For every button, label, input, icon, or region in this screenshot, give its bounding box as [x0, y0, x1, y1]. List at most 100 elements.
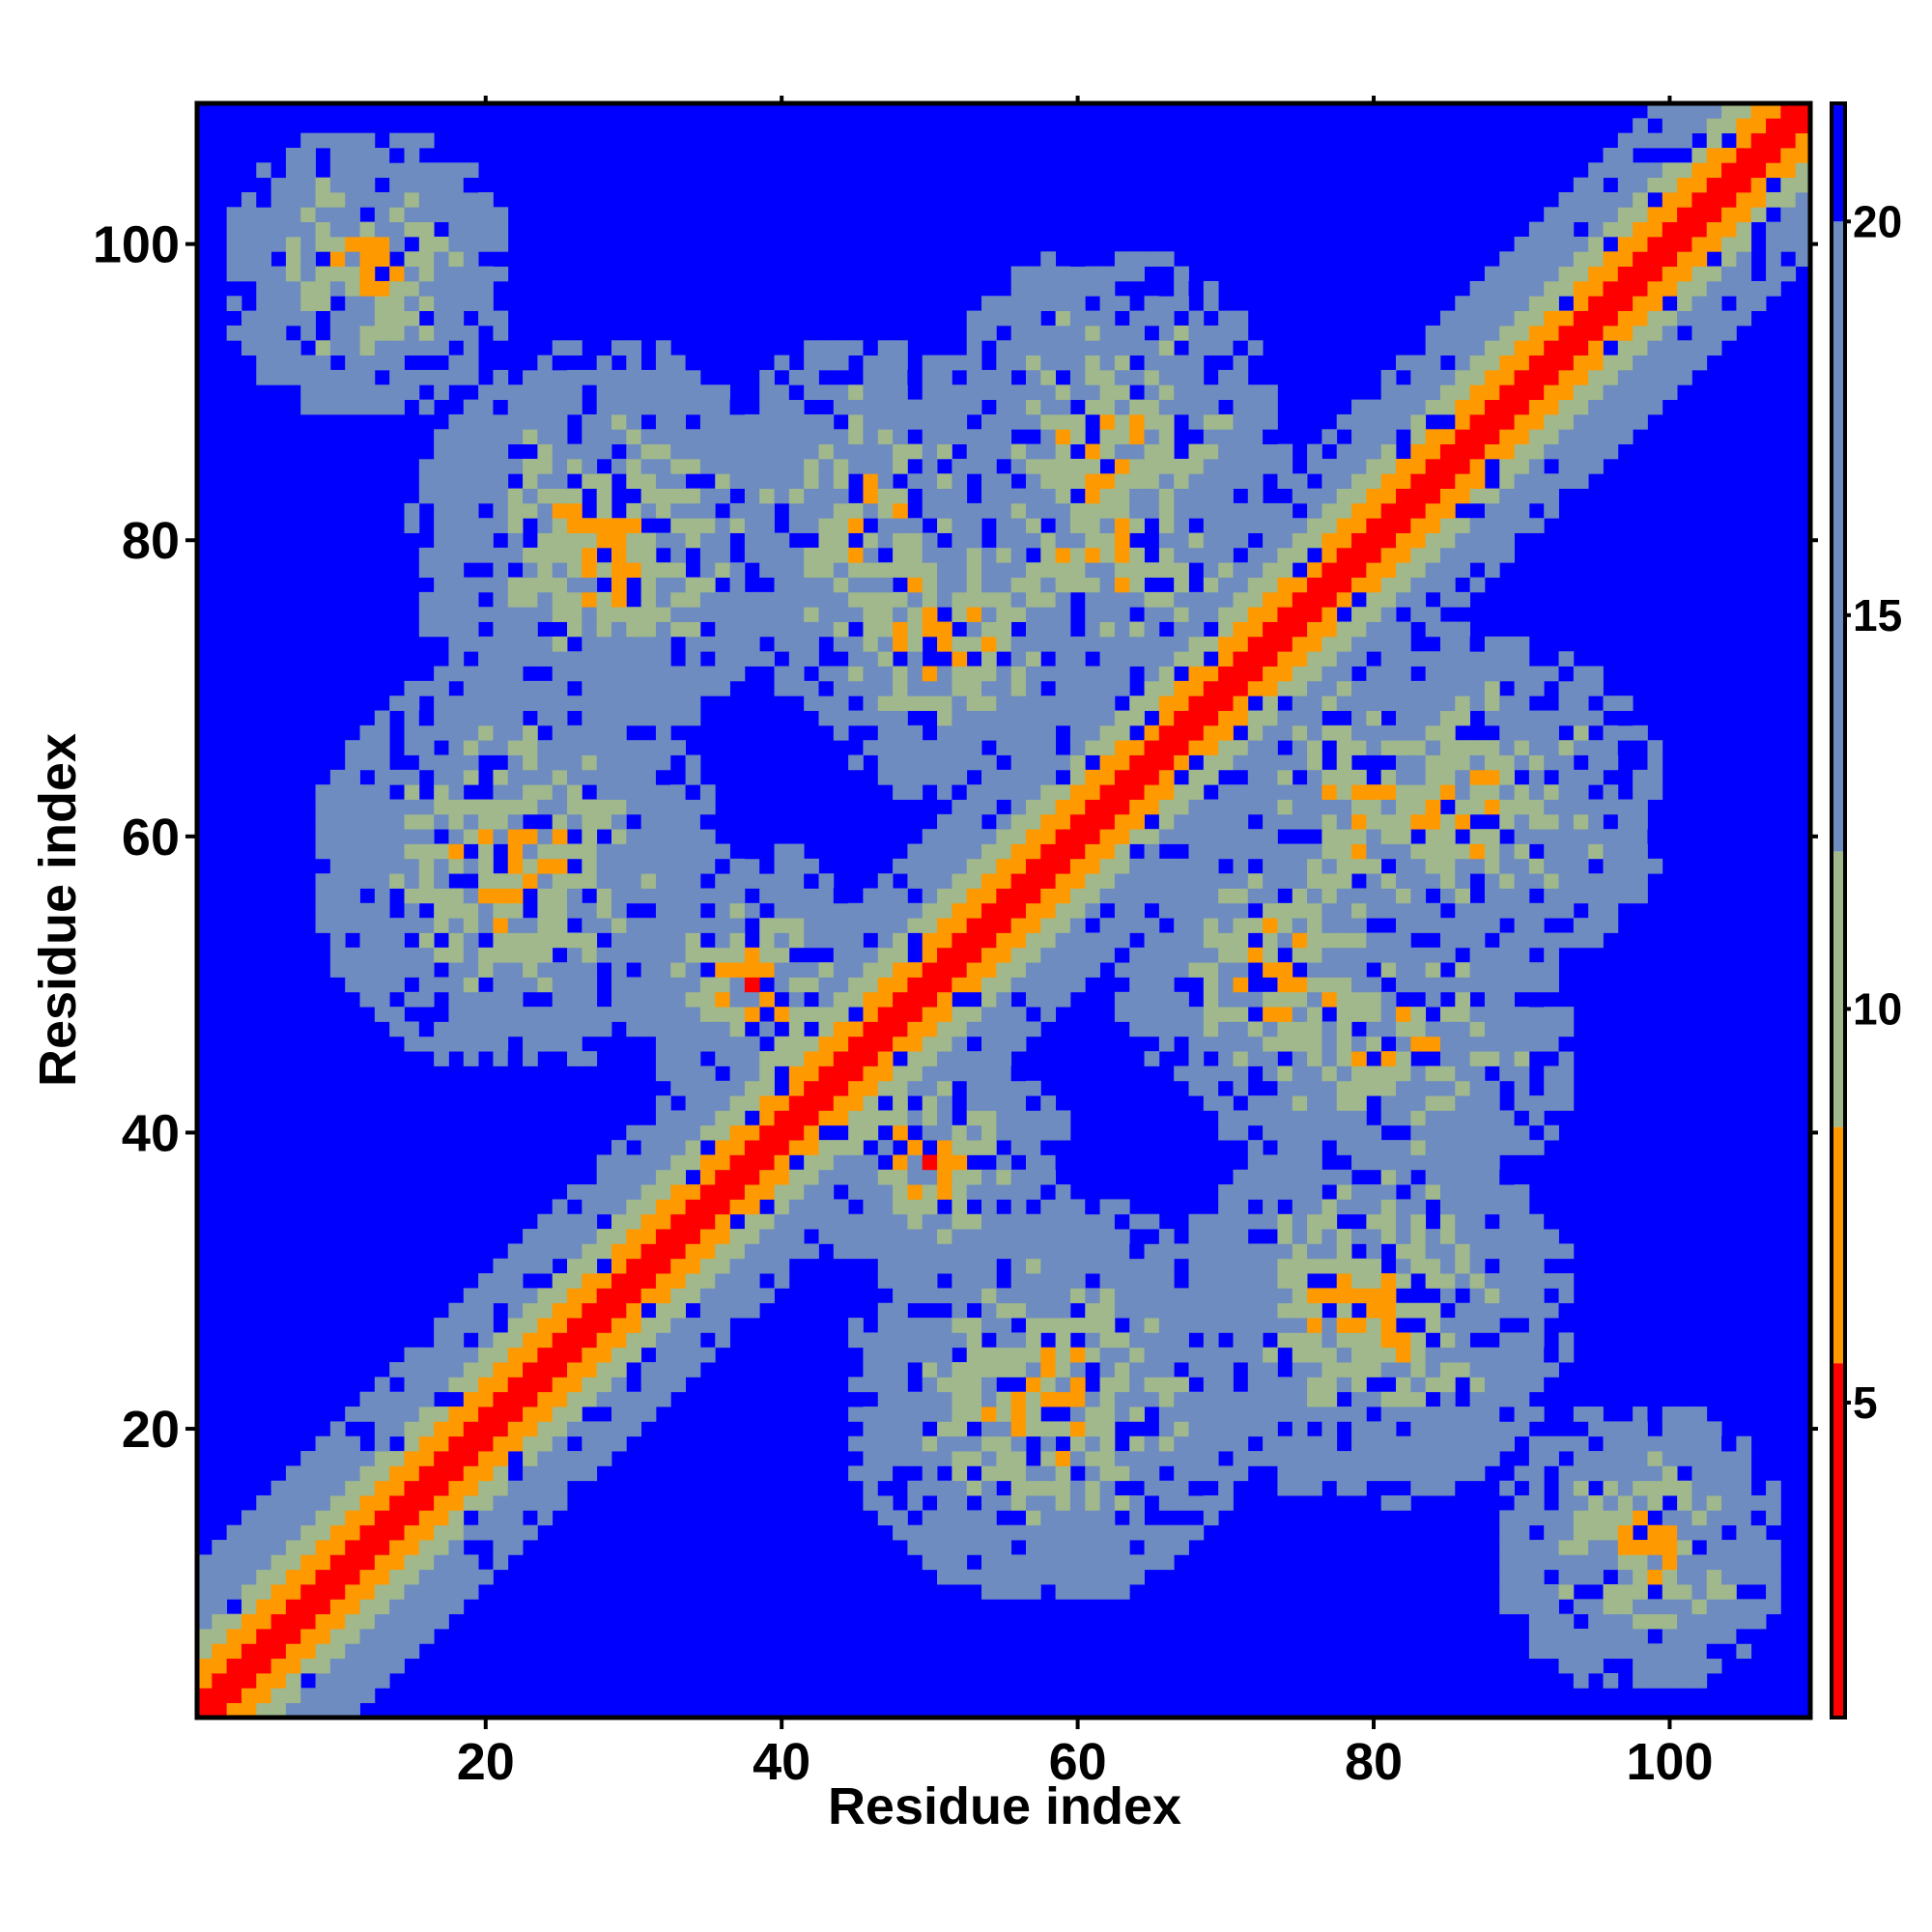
- heatmap-cell: [537, 710, 554, 726]
- heatmap-cell: [774, 1051, 790, 1066]
- heatmap-cell: [596, 591, 612, 608]
- heatmap-cell: [966, 902, 982, 919]
- heatmap-cell: [493, 1540, 509, 1555]
- heatmap-cell: [493, 696, 509, 711]
- heatmap-cell: [1129, 1347, 1145, 1363]
- heatmap-cell: [404, 1599, 420, 1615]
- heatmap-cell: [1144, 591, 1160, 608]
- heatmap-cell: [329, 207, 346, 223]
- heatmap-cell: [359, 813, 376, 830]
- heatmap-cell: [818, 577, 835, 593]
- heatmap-cell: [804, 902, 819, 919]
- heatmap-cell: [981, 1318, 997, 1333]
- heatmap-cell: [1263, 399, 1278, 415]
- heatmap-cell: [1158, 813, 1175, 830]
- heatmap-cell: [685, 369, 701, 385]
- heatmap-cell: [863, 918, 879, 933]
- heatmap-cell: [582, 991, 598, 1008]
- heatmap-cell: [699, 666, 716, 682]
- heatmap-cell: [1040, 1154, 1057, 1171]
- heatmap-cell: [1425, 1347, 1441, 1363]
- heatmap-cell: [611, 458, 627, 474]
- heatmap-cell: [1247, 458, 1264, 474]
- heatmap-cell: [626, 1169, 642, 1185]
- heatmap-cell: [1203, 562, 1219, 578]
- heatmap-cell: [1144, 1332, 1160, 1349]
- heatmap-cell: [507, 1258, 524, 1274]
- heatmap-cell: [952, 1302, 968, 1319]
- heatmap-cell: [1069, 1584, 1086, 1600]
- heatmap-cell: [1425, 769, 1441, 785]
- heatmap-cell: [1366, 1243, 1382, 1260]
- heatmap-cell: [418, 369, 435, 385]
- heatmap-cell: [1055, 266, 1071, 282]
- heatmap-cell: [1351, 1318, 1367, 1333]
- heatmap-cell: [1085, 1554, 1100, 1571]
- heatmap-cell: [478, 607, 494, 622]
- heatmap-cell: [1425, 1080, 1441, 1096]
- heatmap-cell: [389, 1465, 405, 1482]
- heatmap-cell: [1351, 502, 1367, 519]
- heatmap-cell: [1396, 724, 1411, 741]
- heatmap-cell: [729, 1124, 746, 1141]
- heatmap-cell: [434, 207, 449, 223]
- heatmap-cell: [1247, 666, 1264, 682]
- heatmap-cell: [1321, 1021, 1338, 1037]
- heatmap-cell: [611, 1391, 627, 1407]
- heatmap-cell: [537, 518, 554, 533]
- heatmap-cell: [463, 769, 479, 785]
- heatmap-cell: [1336, 1465, 1352, 1482]
- heatmap-cell: [1366, 1465, 1382, 1482]
- heatmap-cell: [523, 636, 538, 652]
- heatmap-cell: [582, 1391, 598, 1407]
- heatmap-cell: [1351, 577, 1367, 593]
- heatmap-cell: [655, 813, 671, 830]
- heatmap-cell: [670, 1184, 686, 1200]
- heatmap-cell: [907, 784, 923, 800]
- heatmap-cell: [1307, 1184, 1322, 1200]
- heatmap-cell: [922, 1524, 938, 1541]
- heatmap-cell: [848, 962, 864, 978]
- heatmap-cell: [1247, 991, 1264, 1008]
- heatmap-cell: [996, 1524, 1012, 1541]
- heatmap-cell: [315, 191, 331, 208]
- heatmap-cell: [582, 918, 598, 933]
- heatmap-cell: [1085, 740, 1100, 755]
- heatmap-cell: [759, 1243, 775, 1260]
- heatmap-cell: [1233, 962, 1249, 978]
- heatmap-cell: [596, 799, 612, 815]
- heatmap-cell: [1114, 680, 1130, 696]
- heatmap-cell: [922, 1347, 938, 1363]
- heatmap-cell: [1396, 1302, 1411, 1319]
- heatmap-cell: [1233, 1273, 1249, 1289]
- heatmap-cell: [1129, 710, 1145, 726]
- heatmap-cell: [1292, 577, 1308, 593]
- heatmap-cell: [1144, 1288, 1160, 1304]
- heatmap-cell: [448, 577, 465, 593]
- heatmap-cell: [1144, 473, 1160, 489]
- heatmap-cell: [1069, 636, 1086, 652]
- heatmap-cell: [937, 754, 952, 771]
- heatmap-cell: [655, 1273, 671, 1289]
- heatmap-cell: [493, 651, 509, 667]
- heatmap-cell: [389, 162, 405, 179]
- heatmap-cell: [1158, 769, 1175, 785]
- heatmap-cell: [996, 547, 1012, 563]
- heatmap-cell: [256, 1643, 271, 1660]
- heatmap-cell: [699, 577, 716, 593]
- heatmap-cell: [463, 977, 479, 993]
- heatmap-cell: [1247, 429, 1264, 444]
- heatmap-cell: [478, 1007, 494, 1022]
- heatmap-cell: [596, 740, 612, 755]
- heatmap-cell: [404, 1554, 420, 1571]
- heatmap-cell: [359, 369, 376, 385]
- heatmap-cell: [1321, 1288, 1338, 1304]
- heatmap-cell: [418, 1451, 435, 1466]
- heatmap-cell: [1055, 1465, 1071, 1482]
- heatmap-cell: [1366, 607, 1382, 622]
- heatmap-cell: [1366, 991, 1382, 1008]
- heatmap-cell: [256, 280, 271, 297]
- heatmap-cell: [448, 1435, 465, 1452]
- heatmap-cell: [685, 518, 701, 533]
- heatmap-cell: [1203, 1243, 1219, 1260]
